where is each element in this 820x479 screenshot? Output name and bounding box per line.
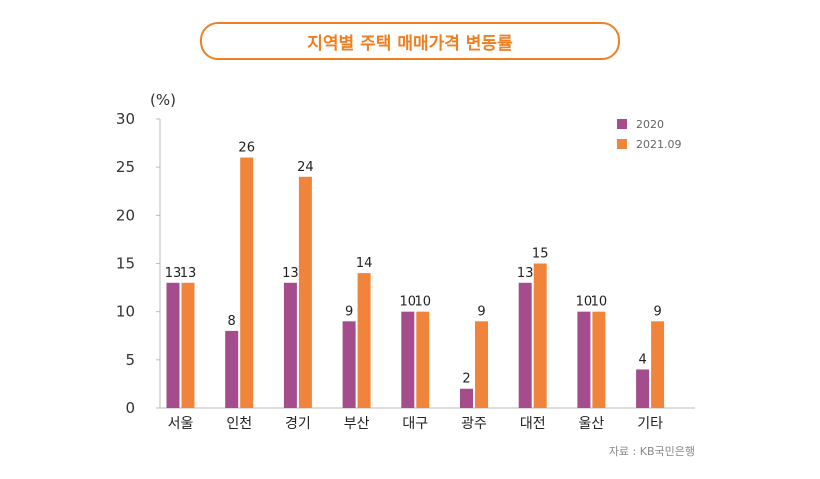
bar-value-label: 10 xyxy=(591,295,608,310)
chart-title: 지역별 주택 매매가격 변동률 xyxy=(200,22,620,60)
x-category-label: 대구 xyxy=(402,416,428,432)
bar-value-label: 9 xyxy=(653,304,661,319)
x-category-label: 울산 xyxy=(579,416,605,432)
bar-2021-09-7 xyxy=(592,311,606,408)
y-tick-label: 10 xyxy=(116,303,135,321)
bar-value-label: 4 xyxy=(638,352,646,367)
x-category-label: 인천 xyxy=(226,416,252,432)
y-tick-label: 5 xyxy=(125,351,135,369)
x-category-label: 광주 xyxy=(461,416,487,432)
bars: 1313서울826인천1324경기914부산1010대구29광주1315대전10… xyxy=(165,141,665,432)
x-category-label: 경기 xyxy=(285,416,311,432)
bar-2020-5 xyxy=(460,388,473,408)
x-category-label: 부산 xyxy=(344,416,370,432)
bar-value-label: 14 xyxy=(356,256,373,271)
bar-value-label: 9 xyxy=(477,304,485,319)
bar-value-label: 2 xyxy=(462,372,470,387)
y-tick-label: 25 xyxy=(116,158,135,176)
bar-value-label: 10 xyxy=(415,295,432,310)
bar-2021-09-2 xyxy=(298,176,312,408)
bar-2021-09-8 xyxy=(651,321,665,408)
legend-swatch-2020 xyxy=(617,119,627,129)
legend-swatch-2021-09 xyxy=(617,139,627,149)
bar-2020-2 xyxy=(283,282,297,408)
y-tick-label: 20 xyxy=(116,206,135,224)
bar-2021-09-3 xyxy=(357,273,371,408)
bar-2021-09-0 xyxy=(181,282,195,408)
y-tick-label: 30 xyxy=(116,110,135,128)
x-category-label: 서울 xyxy=(168,416,194,432)
bar-2020-1 xyxy=(225,330,239,408)
bar-2021-09-4 xyxy=(416,311,430,408)
legend-label: 2020 xyxy=(636,118,664,131)
bar-2020-0 xyxy=(166,282,180,408)
bar-value-label: 9 xyxy=(345,304,353,319)
bar-2021-09-1 xyxy=(240,157,254,408)
axes: 0 5 10 15 20 25 30 xyxy=(116,110,695,417)
bar-2020-4 xyxy=(401,311,415,408)
y-tick-label: 15 xyxy=(116,255,135,273)
y-unit-label: (%) xyxy=(150,91,176,109)
bar-value-label: 13 xyxy=(165,266,182,281)
x-category-label: 대전 xyxy=(520,416,546,432)
bar-value-label: 26 xyxy=(238,141,255,156)
source-note: 자료 : KB국민은행 xyxy=(609,445,695,458)
bar-value-label: 10 xyxy=(400,295,417,310)
bar-value-label: 13 xyxy=(517,266,534,281)
bar-2021-09-6 xyxy=(533,263,547,408)
legend: 2020 2021.09 xyxy=(617,118,682,151)
bar-2021-09-5 xyxy=(475,321,488,408)
bar-value-label: 10 xyxy=(576,295,593,310)
bar-value-label: 24 xyxy=(297,160,314,175)
x-category-label: 기타 xyxy=(637,416,663,432)
y-tick-label: 0 xyxy=(125,399,135,417)
bar-2020-8 xyxy=(636,369,650,408)
bar-2020-7 xyxy=(577,311,591,408)
bar-2020-6 xyxy=(518,282,532,408)
legend-label: 2021.09 xyxy=(636,138,682,151)
bar-value-label: 15 xyxy=(532,247,549,262)
bar-value-label: 13 xyxy=(180,266,197,281)
bar-value-label: 13 xyxy=(282,266,299,281)
bar-2020-3 xyxy=(342,321,356,408)
bar-value-label: 8 xyxy=(228,314,236,329)
